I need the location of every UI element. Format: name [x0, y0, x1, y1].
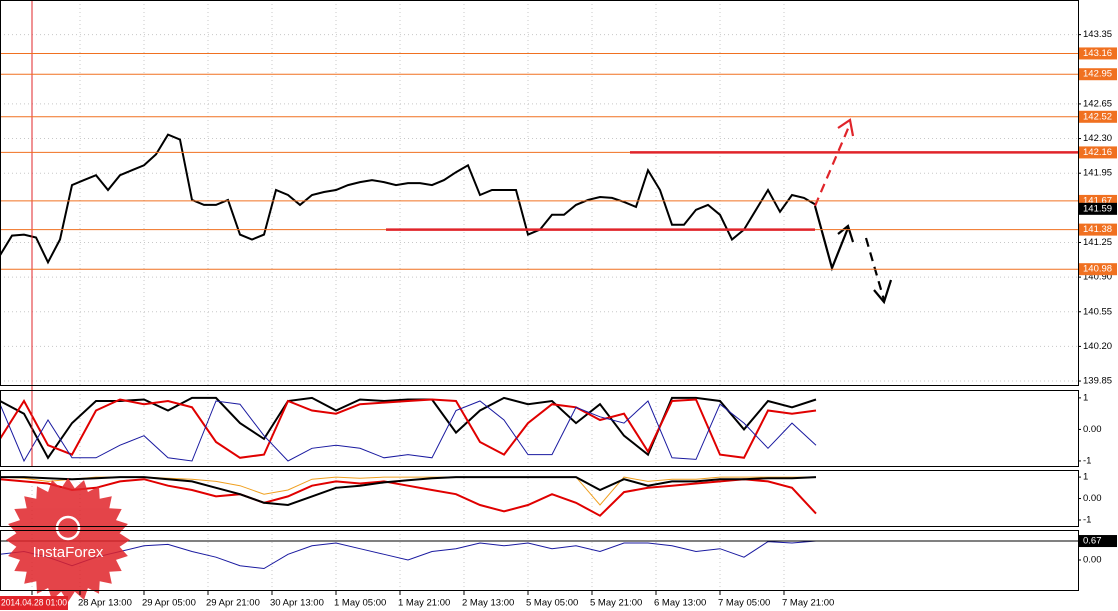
y-tick-label: -1	[1083, 515, 1091, 526]
level-label: 141.38	[1083, 224, 1112, 235]
level-label-box	[1079, 223, 1117, 236]
panel-border	[0, 470, 1079, 527]
watermark-logo: InstaForex	[6, 478, 130, 602]
series-line	[0, 133, 817, 265]
x-tick-label: 7 May 05:00	[718, 598, 770, 609]
y-tick-label: 140.55	[1083, 306, 1112, 317]
x-tick-label: 6 May 13:00	[654, 598, 706, 609]
x-tick-label: 29 Apr 21:00	[206, 598, 260, 609]
y-tick-label: 142.65	[1083, 98, 1112, 109]
level-label: 140.98	[1083, 264, 1112, 275]
y-tick-label: 141.95	[1083, 168, 1112, 179]
x-tick-label: 29 Apr 05:00	[142, 598, 196, 609]
series-line	[0, 398, 817, 459]
x-tick-label: 2014.04.28 01:00	[1, 597, 67, 607]
x-tick-label: 1 May 05:00	[334, 598, 386, 609]
panel-border	[0, 390, 1079, 467]
panel	[0, 530, 1078, 590]
logo-icon	[55, 515, 81, 541]
y-tick-label: 142.30	[1083, 133, 1112, 144]
series-line	[0, 476, 817, 507]
x-tick-label: 5 May 05:00	[526, 598, 578, 609]
cursor-label-box	[0, 596, 68, 610]
series-line	[0, 396, 817, 460]
current-label-box	[1079, 202, 1117, 215]
down-path-head	[837, 224, 855, 243]
y-tick-label: 1	[1083, 392, 1088, 403]
up-arrow-head	[837, 118, 855, 137]
level-label: 143.16	[1083, 48, 1112, 59]
level-label-box	[1079, 263, 1117, 276]
level-label: 142.16	[1083, 147, 1112, 158]
y-tick-label: 0.00	[1083, 555, 1102, 566]
current-label-box	[1079, 535, 1117, 548]
y-tick-label: 140.90	[1083, 272, 1112, 283]
series-line	[0, 540, 817, 570]
y-tick-label: 1	[1083, 472, 1088, 483]
panel	[0, 390, 817, 466]
series-line	[0, 400, 817, 463]
y-tick-label: 0.00	[1083, 424, 1102, 435]
level-label-box	[1079, 146, 1117, 159]
y-tick-label: 139.85	[1083, 376, 1112, 387]
level-label: 141.67	[1083, 195, 1112, 206]
x-tick-label: 5 May 21:00	[590, 598, 642, 609]
x-tick-label: 7 May 21:00	[782, 598, 834, 609]
current-label: 0.67	[1083, 536, 1102, 547]
y-tick-label: 143.35	[1083, 29, 1112, 40]
series-line	[0, 478, 817, 517]
y-tick-label: 141.25	[1083, 237, 1112, 248]
level-label-box	[1079, 110, 1117, 123]
current-label: 141.59	[1083, 203, 1112, 214]
panel-border	[0, 530, 1079, 591]
x-tick-label: 2 May 13:00	[462, 598, 514, 609]
level-label: 142.95	[1083, 69, 1112, 80]
y-tick-label: 0.00	[1083, 493, 1102, 504]
level-label: 142.52	[1083, 111, 1112, 122]
x-tick-label: 28 Apr 13:00	[78, 598, 132, 609]
x-tick-label: 30 Apr 13:00	[270, 598, 324, 609]
down-path	[813, 205, 850, 272]
logo-text: InstaForex	[33, 544, 104, 561]
down-arrow-head	[873, 279, 893, 305]
y-tick-label: 140.20	[1083, 341, 1112, 352]
panel-border	[0, 0, 1079, 386]
panel	[0, 0, 1078, 385]
y-tick-label: -1	[1083, 455, 1091, 466]
x-tick-label: 1 May 21:00	[398, 598, 450, 609]
level-label-box	[1079, 47, 1117, 60]
level-label-box	[1079, 68, 1117, 81]
